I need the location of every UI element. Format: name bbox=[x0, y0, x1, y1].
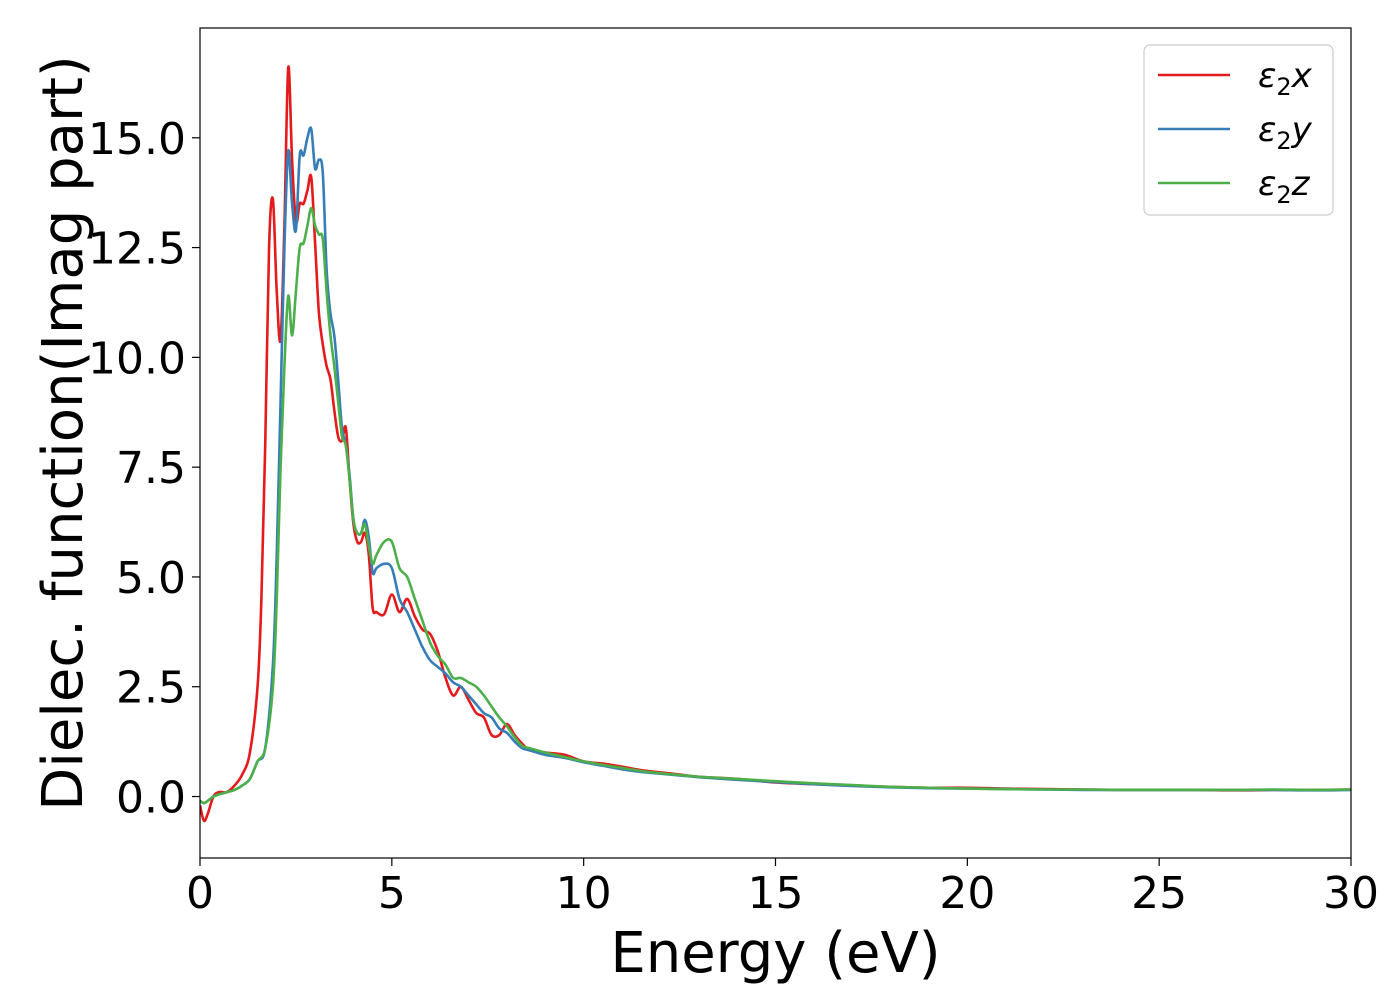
legend-subscript: 2 bbox=[1276, 73, 1291, 101]
x-tick-label: 15 bbox=[748, 868, 804, 919]
legend-entry: ε2z bbox=[1258, 164, 1311, 209]
y-tick-label: 7.5 bbox=[116, 443, 186, 494]
x-tick-label: 20 bbox=[939, 868, 995, 919]
x-axis-label: Energy (eV) bbox=[610, 921, 940, 986]
y-axis-label: Dielec. function(Imag part) bbox=[31, 55, 96, 811]
legend-component: z bbox=[1291, 164, 1311, 204]
y-tick-label: 15.0 bbox=[88, 114, 186, 165]
y-tick-label: 10.0 bbox=[88, 333, 186, 384]
legend-component: x bbox=[1291, 56, 1313, 96]
y-tick-label: 0.0 bbox=[116, 773, 186, 824]
y-tick-label: 12.5 bbox=[88, 224, 186, 275]
y-tick-label: 2.5 bbox=[116, 663, 186, 714]
y-tick-label: 5.0 bbox=[116, 553, 186, 604]
legend-subscript: 2 bbox=[1276, 127, 1291, 155]
legend-entry: ε2y bbox=[1258, 110, 1313, 155]
x-axis: 0 5 10 15 20 25 30 bbox=[186, 858, 1379, 919]
legend-component: y bbox=[1291, 110, 1313, 150]
series-line-3 bbox=[200, 206, 1351, 805]
legend-entry: ε2x bbox=[1258, 56, 1313, 101]
x-tick-label: 25 bbox=[1131, 868, 1187, 919]
legend-symbol: ε bbox=[1258, 56, 1276, 96]
legend-symbol: ε bbox=[1258, 164, 1276, 204]
y-axis: 0.0 2.5 5.0 7.5 10.0 12.5 15.0 bbox=[88, 114, 200, 824]
x-tick-label: 30 bbox=[1323, 868, 1379, 919]
x-tick-label: 5 bbox=[378, 868, 406, 919]
x-tick-label: 10 bbox=[556, 868, 612, 919]
x-tick-label: 0 bbox=[186, 868, 214, 919]
legend-subscript: 2 bbox=[1276, 181, 1291, 209]
legend-box bbox=[1143, 44, 1334, 216]
legend-symbol: ε bbox=[1258, 110, 1276, 150]
series-layer bbox=[200, 65, 1351, 823]
